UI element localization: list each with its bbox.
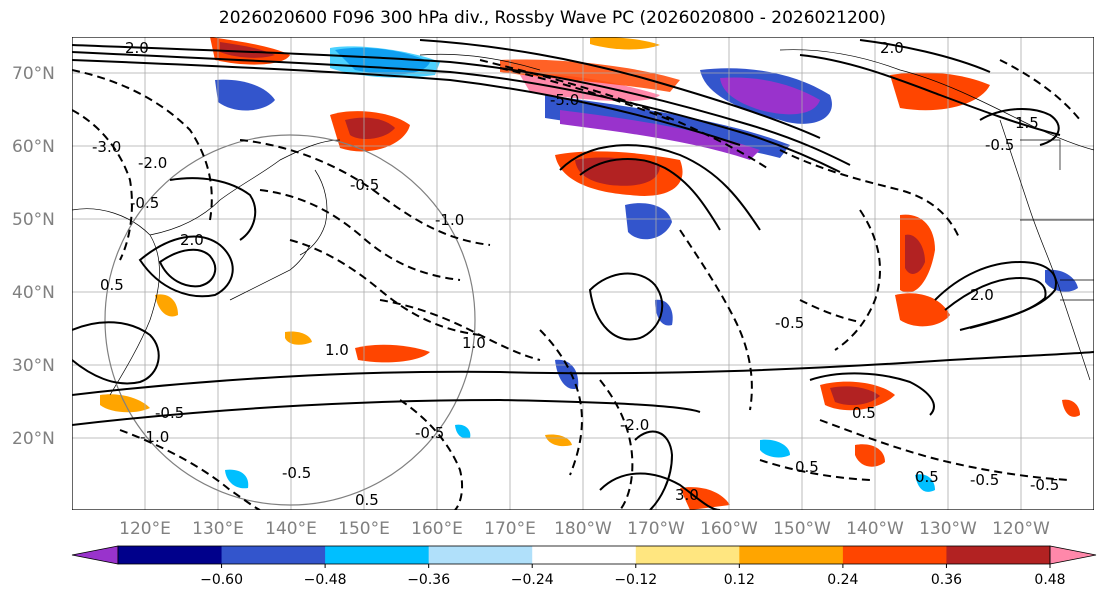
colorbar-tick-label: −0.24 — [511, 572, 554, 588]
colorbar-segment — [221, 546, 326, 564]
colorbar-segment — [739, 546, 844, 564]
contour-label: -0.5 — [415, 424, 444, 442]
colorbar-tick-label: −0.48 — [304, 572, 347, 588]
contour-label: -0.5 — [350, 176, 379, 194]
contour-label: -3.0 — [92, 138, 121, 156]
contour-label: -0.5 — [970, 471, 999, 489]
contour-label: -2.0 — [620, 416, 649, 434]
map-title: 2026020600 F096 300 hPa div., Rossby Wav… — [218, 8, 887, 28]
contour-label: 3.0 — [675, 486, 699, 504]
colorbar-segment — [428, 546, 533, 564]
colorbar-tick-label: 0.36 — [931, 572, 962, 588]
contour-label: -1.0 — [435, 211, 464, 229]
colorbar-tick-label: 0.24 — [827, 572, 858, 588]
lon-label: 120°W — [992, 519, 1050, 539]
colorbar-segment — [635, 546, 740, 564]
colorbar-segment — [946, 546, 1051, 564]
lon-label: 160°W — [700, 519, 758, 539]
contour-label: -0.5 — [775, 314, 804, 332]
contour-label: 0.5 — [915, 468, 939, 486]
lon-label: 150°W — [773, 519, 831, 539]
lon-label: 150°E — [338, 519, 390, 539]
contour-label: 0.5 — [795, 458, 819, 476]
lon-label: 130°W — [919, 519, 977, 539]
contour-label: 2.0 — [125, 39, 149, 57]
contour-label: -2.0 — [138, 154, 167, 172]
colorbar-extend-low — [71, 545, 119, 565]
longitude-labels: 120°E 130°E 140°E 150°E 160°E 170°E 180°… — [119, 519, 1050, 539]
colorbar-tick-label: −0.12 — [614, 572, 657, 588]
colorbar-tick-label: 0.12 — [724, 572, 755, 588]
lat-label: 30°N — [12, 356, 55, 376]
contour-label: 2.0 — [970, 286, 994, 304]
lat-label: 20°N — [12, 429, 55, 449]
lon-label: 130°E — [192, 519, 244, 539]
contour-label: 2.0 — [180, 231, 204, 249]
contour-label: 1.0 — [462, 334, 486, 352]
reference-circle — [104, 134, 476, 506]
contour-lines-dashed — [72, 59, 1081, 510]
contour-label: 0.5 — [852, 404, 876, 422]
coastlines — [72, 49, 1094, 396]
contour-label: 1.0 — [325, 341, 349, 359]
colorbar-tick-label: 0.48 — [1034, 572, 1065, 588]
lat-label: 40°N — [12, 283, 55, 303]
contour-label: -0.5 — [282, 464, 311, 482]
shaded-field — [100, 37, 1080, 510]
latitude-labels: 70°N 60°N 50°N 40°N 30°N 20°N — [12, 64, 55, 449]
colorbar-segment — [532, 546, 637, 564]
lon-label: 120°E — [119, 519, 171, 539]
lon-label: 170°W — [627, 519, 685, 539]
contour-label: -1.0 — [140, 428, 169, 446]
colorbar-tick-label: −0.36 — [407, 572, 450, 588]
contour-label: -0.5 — [155, 404, 184, 422]
contour-label: -0.5 — [1030, 476, 1059, 494]
contour-label: 0.5 — [355, 491, 379, 509]
contour-label-group: 2.0 -3.0 -2.0 -0.5 0.5 2.0 -0.5 -1.0 -5.… — [92, 39, 1059, 509]
contour-label: -0.5 — [985, 136, 1014, 154]
lon-label: 160°E — [411, 519, 463, 539]
colorbar-segment — [842, 546, 947, 564]
lon-label: 140°E — [265, 519, 317, 539]
colorbar-extend-high — [1049, 545, 1097, 565]
colorbar: −0.60 −0.48 −0.36 −0.24 −0.12 0.12 0.24 0.36 0.4… — [71, 545, 1097, 588]
colorbar-segment — [118, 546, 223, 564]
lon-label: 180°W — [554, 519, 612, 539]
lat-label: 50°N — [12, 210, 55, 230]
contour-label: 1.5 — [1015, 114, 1039, 132]
contour-label: 0.5 — [100, 276, 124, 294]
colorbar-segment — [325, 546, 430, 564]
map-plot-area: 2.0 -3.0 -2.0 -0.5 0.5 2.0 -0.5 -1.0 -5.… — [72, 37, 1094, 510]
lat-label: 60°N — [12, 137, 55, 157]
colorbar-tick-label: −0.60 — [200, 572, 243, 588]
lon-label: 140°W — [846, 519, 904, 539]
contour-label: 2.0 — [880, 39, 904, 57]
lat-label: 70°N — [12, 64, 55, 84]
contour-label: -5.0 — [550, 91, 579, 109]
lon-label: 170°E — [484, 519, 536, 539]
contour-label: -0.5 — [130, 194, 159, 212]
